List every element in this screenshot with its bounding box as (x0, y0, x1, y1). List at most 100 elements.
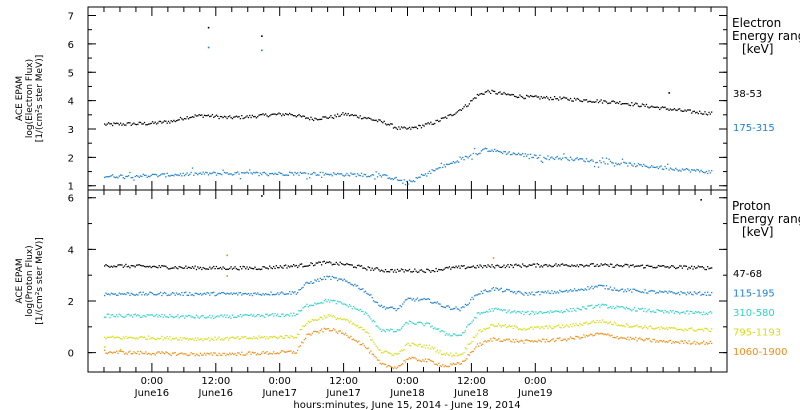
data-point (269, 352, 271, 354)
data-point (460, 307, 463, 309)
data-point (261, 336, 263, 338)
data-point (114, 337, 116, 339)
data-point (199, 316, 202, 318)
data-point (261, 314, 263, 317)
data-point (312, 304, 315, 306)
data-point (105, 338, 107, 340)
data-point (701, 328, 704, 331)
data-point (676, 329, 678, 331)
data-point (167, 120, 170, 123)
data-point (277, 113, 279, 115)
data-point (310, 116, 312, 118)
data-point (143, 174, 146, 177)
data-point (588, 288, 590, 290)
data-point (455, 334, 457, 336)
data-point (705, 113, 707, 115)
data-point (340, 332, 343, 334)
data-point (266, 293, 268, 296)
data-point (194, 114, 196, 116)
data-point (371, 119, 373, 121)
data-point (189, 292, 191, 294)
data-point (263, 294, 266, 296)
data-point (561, 97, 564, 99)
data-point (186, 337, 188, 340)
data-point (223, 338, 226, 340)
data-point (617, 324, 620, 326)
data-point (703, 340, 705, 342)
data-point (154, 315, 156, 317)
data-point (364, 268, 367, 270)
data-point (281, 115, 283, 117)
data-point (661, 168, 664, 170)
data-point (483, 289, 485, 292)
data-point (299, 115, 301, 117)
data-point (454, 363, 456, 365)
data-point (507, 152, 509, 154)
data-point (640, 164, 642, 166)
data-point (631, 291, 633, 293)
data-point (141, 352, 143, 354)
data-point (335, 277, 337, 279)
data-point (150, 266, 152, 269)
data-point (243, 354, 246, 356)
data-point (631, 310, 633, 312)
data-point (492, 150, 494, 153)
data-point (205, 268, 207, 270)
data-point (515, 263, 517, 265)
data-point (679, 169, 681, 171)
data-point (193, 294, 195, 297)
data-point (147, 314, 150, 316)
data-point (428, 123, 431, 125)
data-point (545, 292, 548, 294)
data-point (700, 112, 702, 114)
data-point (242, 354, 244, 356)
data-point (121, 124, 123, 126)
data-point (129, 315, 131, 317)
data-point (352, 266, 355, 268)
data-point (579, 158, 581, 160)
data-point (533, 313, 536, 315)
data-point (207, 337, 210, 339)
data-point (109, 294, 111, 296)
data-point (487, 311, 489, 313)
data-point (396, 128, 399, 131)
data-point (507, 93, 509, 95)
data-point (628, 308, 630, 310)
data-point (511, 93, 513, 96)
data-point (419, 176, 421, 178)
data-point (561, 157, 564, 159)
data-point (641, 339, 644, 341)
data-point (234, 266, 236, 268)
data-point (668, 340, 670, 342)
data-point (118, 313, 120, 315)
data-point (459, 354, 461, 356)
data-point (294, 171, 296, 174)
data-point (130, 124, 132, 126)
y-tick-label: 3 (68, 125, 74, 136)
data-point (295, 116, 297, 118)
data-point (587, 305, 589, 307)
data-point (647, 338, 649, 340)
data-point (155, 313, 158, 316)
data-point (450, 268, 452, 270)
data-point (456, 362, 459, 364)
data-point (707, 343, 709, 345)
data-point (468, 266, 471, 269)
series-175-315 (103, 46, 713, 186)
data-point (214, 172, 216, 174)
data-point (411, 299, 413, 301)
data-point (255, 293, 258, 295)
data-point (601, 264, 604, 266)
data-point (110, 292, 112, 294)
data-point (639, 290, 641, 293)
data-point (122, 316, 124, 318)
data-point (571, 310, 573, 313)
data-point (508, 324, 510, 327)
data-point (416, 345, 419, 347)
data-point (691, 327, 693, 329)
data-point (541, 161, 544, 163)
data-point (559, 289, 561, 291)
data-point (209, 294, 211, 296)
data-point (207, 114, 210, 116)
data-point (464, 267, 467, 270)
